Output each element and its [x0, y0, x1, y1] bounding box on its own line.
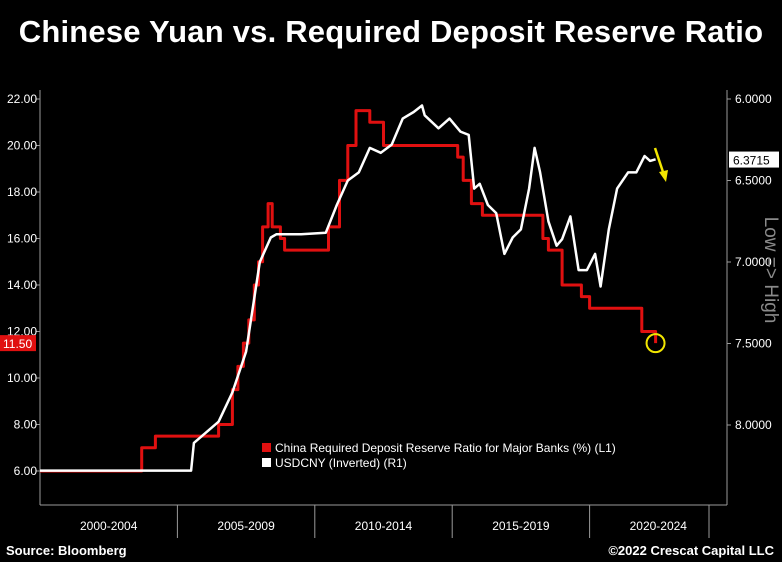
usdcny-series-line [40, 104, 656, 472]
right-last-value-label: 6.3715 [733, 154, 770, 168]
right-tick-label: 7.5000 [735, 337, 772, 351]
legend-label: China Required Deposit Reserve Ratio for… [275, 441, 616, 455]
arrow-shaft [653, 147, 666, 176]
arrow-head [659, 170, 668, 182]
x-group-label: 2000-2004 [80, 519, 138, 533]
axis-side-label: Low => High [760, 217, 781, 324]
right-tick-label: 6.5000 [735, 174, 772, 188]
left-tick-label: 6.00 [14, 464, 38, 478]
series-layer [40, 104, 658, 473]
left-tick-label: 14.00 [7, 278, 37, 292]
right-tick-label: 8.0000 [735, 418, 772, 432]
left-tick-label: 8.00 [14, 418, 38, 432]
right-tick-label: 7.0000 [735, 255, 772, 269]
right-last-value-tag [729, 151, 779, 168]
x-group-label: 2015-2019 [492, 519, 550, 533]
x-group-label: 2020-2024 [630, 519, 688, 533]
x-group-label: 2005-2009 [217, 519, 275, 533]
left-tick-label: 16.00 [7, 232, 37, 246]
left-tick-label: 12.00 [7, 325, 37, 339]
legend-layer: China Required Deposit Reserve Ratio for… [262, 441, 616, 470]
left-last-value-tag [0, 335, 36, 352]
legend-swatch-rrr [262, 443, 271, 452]
right-tick-label: 6.0000 [735, 92, 772, 106]
x-group-label: 2010-2014 [355, 519, 413, 533]
legend-swatch-usdcny [262, 458, 271, 467]
copyright-label: ©2022 Crescat Capital LLC [608, 543, 774, 558]
left-tick-label: 22.00 [7, 92, 37, 106]
chart-title: Chinese Yuan vs. Required Deposit Reserv… [18, 14, 764, 49]
legend-label: USDCNY (Inverted) (R1) [275, 456, 407, 470]
annotation-layer: 11.50 6.3715 [0, 147, 779, 354]
left-tick-label: 10.00 [7, 371, 37, 385]
left-tick-label: 20.00 [7, 139, 37, 153]
highlight-circle [645, 333, 666, 354]
rrr-series-line [40, 109, 658, 473]
left-last-value-label: 11.50 [3, 337, 32, 351]
axes-layer: 6.00 8.00 10.00 12.00 14.00 16.00 18.00 20.00 22… [7, 90, 781, 538]
left-tick-label: 18.00 [7, 185, 37, 199]
source-label: Source: Bloomberg [6, 543, 127, 558]
